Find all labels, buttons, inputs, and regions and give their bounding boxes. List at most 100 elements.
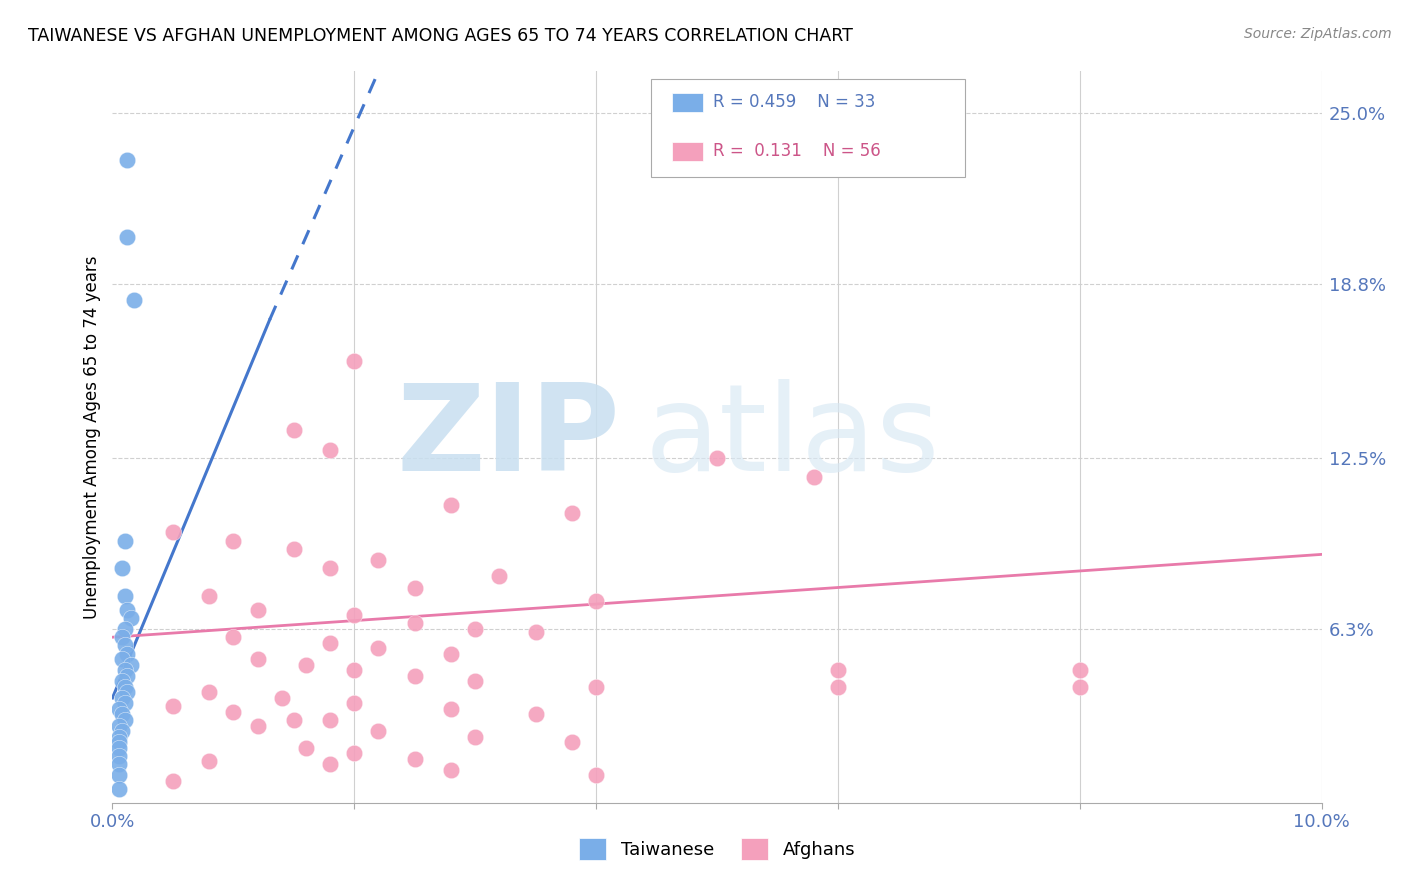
Text: atlas: atlas	[644, 378, 941, 496]
Point	[120, 657, 142, 672]
Point	[198, 589, 221, 603]
Point	[343, 608, 366, 623]
FancyBboxPatch shape	[672, 94, 703, 112]
Point	[319, 636, 342, 650]
Point	[107, 748, 129, 763]
Point	[319, 757, 342, 772]
Point	[115, 153, 138, 167]
Point	[246, 652, 269, 666]
Point	[404, 669, 426, 683]
Point	[585, 768, 607, 782]
Point	[343, 697, 366, 711]
Point	[115, 685, 138, 699]
Legend: Taiwanese, Afghans: Taiwanese, Afghans	[572, 830, 862, 867]
Point	[827, 680, 849, 694]
Point	[120, 611, 142, 625]
Point	[319, 442, 342, 457]
Point	[343, 746, 366, 760]
Point	[107, 782, 129, 797]
Point	[111, 724, 134, 739]
Point	[1069, 680, 1091, 694]
Point	[107, 702, 129, 716]
Point	[114, 622, 136, 636]
Point	[107, 757, 129, 772]
Point	[114, 589, 136, 603]
Point	[162, 525, 184, 540]
Point	[115, 602, 138, 616]
Point	[585, 594, 607, 608]
Point	[464, 674, 486, 689]
Point	[561, 506, 583, 520]
Point	[283, 541, 305, 556]
Point	[114, 663, 136, 677]
Point	[107, 735, 129, 749]
Point	[440, 647, 463, 661]
Point	[122, 293, 145, 308]
Point	[1069, 663, 1091, 677]
Point	[107, 730, 129, 744]
Point	[162, 699, 184, 714]
Point	[367, 553, 389, 567]
Point	[107, 740, 129, 755]
Point	[198, 755, 221, 769]
Point	[404, 581, 426, 595]
Point	[524, 624, 547, 639]
Point	[343, 663, 366, 677]
Point	[111, 652, 134, 666]
Point	[114, 533, 136, 548]
Point	[827, 663, 849, 677]
Point	[115, 669, 138, 683]
Point	[561, 735, 583, 749]
Point	[367, 724, 389, 739]
Point	[246, 602, 269, 616]
Point	[803, 470, 825, 484]
Point	[114, 639, 136, 653]
Text: TAIWANESE VS AFGHAN UNEMPLOYMENT AMONG AGES 65 TO 74 YEARS CORRELATION CHART: TAIWANESE VS AFGHAN UNEMPLOYMENT AMONG A…	[28, 27, 853, 45]
Point	[319, 713, 342, 727]
Point	[464, 622, 486, 636]
Point	[111, 630, 134, 644]
Point	[295, 740, 318, 755]
Point	[440, 763, 463, 777]
Point	[114, 680, 136, 694]
Point	[107, 768, 129, 782]
Point	[115, 230, 138, 244]
Point	[111, 674, 134, 689]
Point	[488, 569, 510, 583]
FancyBboxPatch shape	[651, 78, 965, 178]
Text: ZIP: ZIP	[396, 378, 620, 496]
Point	[115, 647, 138, 661]
Point	[295, 657, 318, 672]
Point	[283, 713, 305, 727]
Text: Source: ZipAtlas.com: Source: ZipAtlas.com	[1244, 27, 1392, 41]
Point	[107, 718, 129, 732]
Point	[404, 751, 426, 765]
Point	[706, 450, 728, 465]
Point	[222, 533, 245, 548]
Point	[222, 630, 245, 644]
Point	[404, 616, 426, 631]
Point	[440, 702, 463, 716]
Text: R =  0.131    N = 56: R = 0.131 N = 56	[713, 142, 882, 160]
Point	[111, 707, 134, 722]
Point	[198, 685, 221, 699]
Point	[367, 641, 389, 656]
Point	[162, 773, 184, 788]
Point	[111, 690, 134, 705]
Point	[585, 680, 607, 694]
Point	[111, 561, 134, 575]
Point	[246, 718, 269, 732]
Point	[114, 697, 136, 711]
Text: R = 0.459    N = 33: R = 0.459 N = 33	[713, 93, 876, 112]
Point	[440, 498, 463, 512]
Point	[319, 561, 342, 575]
Point	[464, 730, 486, 744]
Y-axis label: Unemployment Among Ages 65 to 74 years: Unemployment Among Ages 65 to 74 years	[83, 255, 101, 619]
Point	[524, 707, 547, 722]
Point	[222, 705, 245, 719]
Point	[343, 354, 366, 368]
FancyBboxPatch shape	[672, 143, 703, 161]
Point	[283, 423, 305, 437]
Point	[114, 713, 136, 727]
Point	[270, 690, 292, 705]
